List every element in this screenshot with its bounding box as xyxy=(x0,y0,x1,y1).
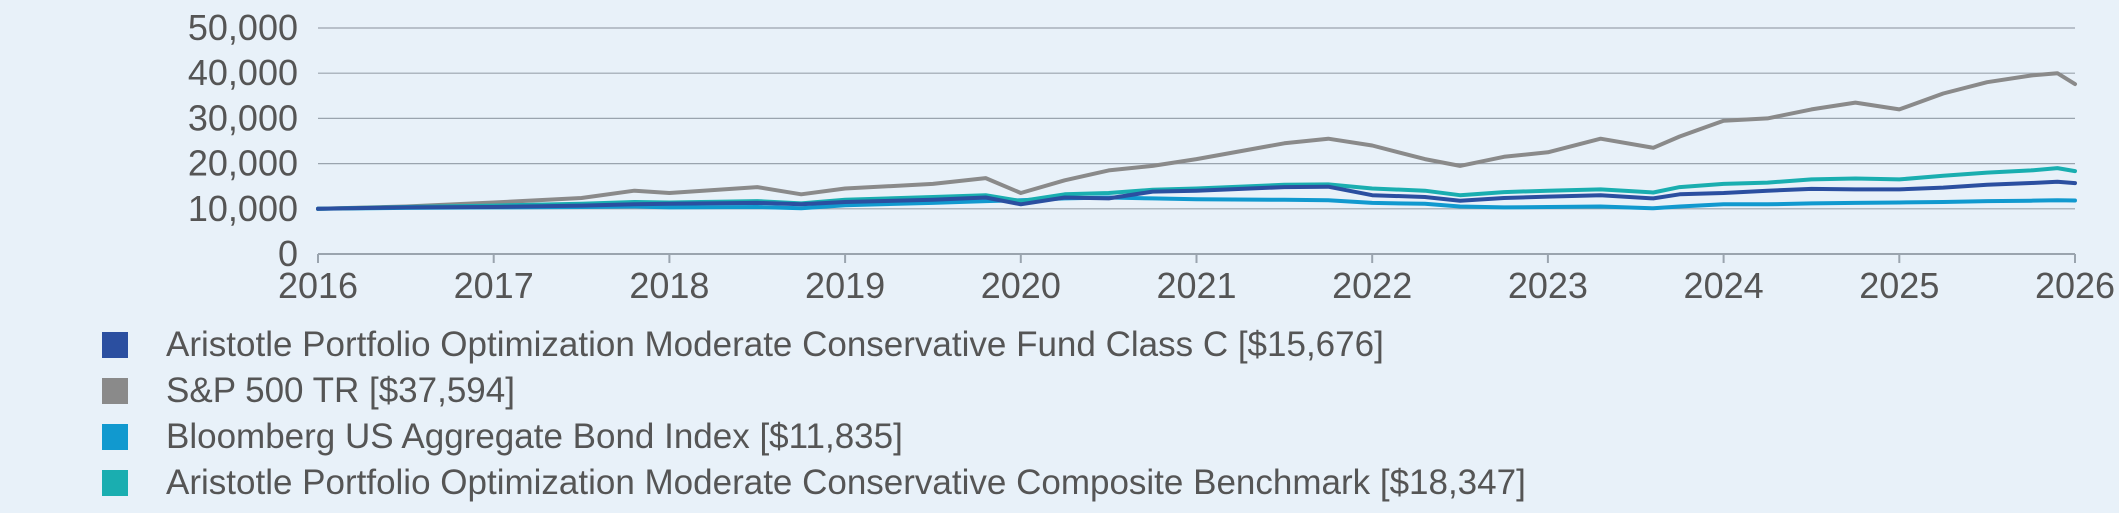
x-tick-label: 2023 xyxy=(1508,265,1588,306)
y-tick-label: 20,000 xyxy=(188,143,298,184)
x-axis-ticks: 2016 2017 2018 2019 2020 2021 2022 2023 2024 2025… xyxy=(278,265,2115,306)
legend-swatch xyxy=(102,378,128,404)
series-line-1 xyxy=(316,71,2077,211)
legend-item: Aristotle Portfolio Optimization Moderat… xyxy=(102,460,2102,506)
y-tick-label: 10,000 xyxy=(188,188,298,229)
x-tick-label: 2018 xyxy=(629,265,709,306)
legend-item: Bloomberg US Aggregate Bond Index [$11,8… xyxy=(102,414,2102,460)
series-lines xyxy=(316,71,2077,211)
series-line-0 xyxy=(316,179,2077,211)
x-tick-label: 2019 xyxy=(805,265,885,306)
y-tick-label: 0 xyxy=(278,233,298,274)
series-line-2 xyxy=(316,195,2077,211)
y-tick-label: 30,000 xyxy=(188,97,298,138)
legend-label: Aristotle Portfolio Optimization Moderat… xyxy=(166,463,1526,502)
y-tick-label: 50,000 xyxy=(188,7,298,48)
x-tick-label: 2025 xyxy=(1859,265,1939,306)
x-tick-label: 2022 xyxy=(1332,265,1412,306)
legend-swatch xyxy=(102,470,128,496)
legend-item: S&P 500 TR [$37,594] xyxy=(102,368,2102,414)
x-tick-label: 2021 xyxy=(1156,265,1236,306)
x-tick-label: 2024 xyxy=(1684,265,1764,306)
legend-swatch xyxy=(102,332,128,358)
legend: Aristotle Portfolio Optimization Moderat… xyxy=(102,322,2102,506)
x-tick-label: 2020 xyxy=(981,265,1061,306)
legend-label: S&P 500 TR [$37,594] xyxy=(166,371,515,410)
legend-swatch xyxy=(102,424,128,450)
legend-label: Bloomberg US Aggregate Bond Index [$11,8… xyxy=(166,417,903,456)
legend-label: Aristotle Portfolio Optimization Moderat… xyxy=(166,325,1384,364)
x-tick-label: 2016 xyxy=(278,265,358,306)
y-tick-label: 40,000 xyxy=(188,52,298,93)
legend-item: Aristotle Portfolio Optimization Moderat… xyxy=(102,322,2102,368)
x-tick-label: 2017 xyxy=(454,265,534,306)
x-tick-label: 2026 xyxy=(2035,265,2115,306)
gridlines xyxy=(317,27,2076,263)
